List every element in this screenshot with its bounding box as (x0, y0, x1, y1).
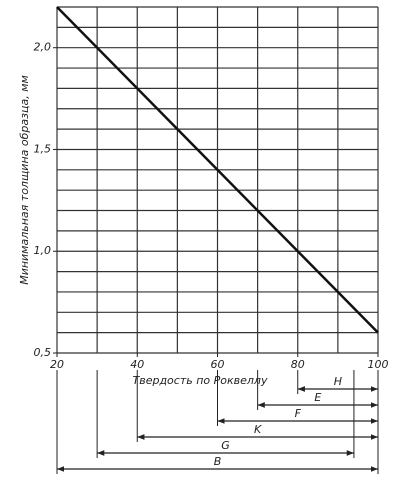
x-tick-label: 40 (130, 358, 144, 371)
range-label: B (214, 455, 222, 468)
range-label: K (254, 423, 262, 436)
x-tick-label: 100 (368, 358, 389, 371)
x-tick-label: 80 (291, 358, 305, 371)
x-tick-label: 60 (211, 358, 225, 371)
y-tick-label: 1,0 (34, 244, 52, 257)
range-label: H (334, 375, 342, 388)
range-label: F (295, 407, 302, 420)
y-axis-title: Минимальная толщина образца, мм (18, 75, 31, 285)
y-tick-label: 2,0 (34, 41, 52, 54)
x-tick-label: 20 (50, 358, 64, 371)
line (56, 6, 379, 334)
range-label: G (221, 439, 230, 452)
range-label: E (314, 391, 321, 404)
x-axis-title: Твердость по Роквеллу (133, 374, 268, 387)
y-tick-label: 0,5 (34, 346, 52, 359)
y-tick-label: 1,5 (34, 142, 52, 155)
